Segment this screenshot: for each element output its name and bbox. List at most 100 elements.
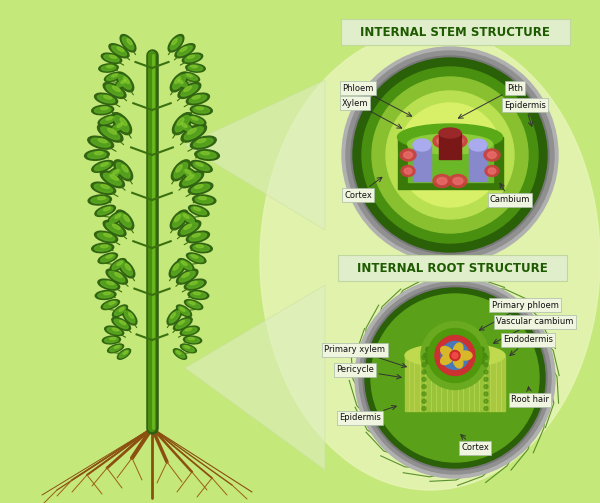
- Circle shape: [442, 367, 446, 372]
- Ellipse shape: [110, 259, 126, 272]
- Polygon shape: [185, 80, 325, 230]
- Ellipse shape: [193, 107, 209, 113]
- Ellipse shape: [488, 152, 496, 158]
- Ellipse shape: [187, 115, 206, 126]
- Ellipse shape: [187, 74, 193, 77]
- Ellipse shape: [187, 253, 206, 264]
- Ellipse shape: [97, 233, 115, 241]
- Ellipse shape: [113, 170, 119, 175]
- Ellipse shape: [175, 350, 185, 358]
- Ellipse shape: [110, 175, 118, 180]
- Ellipse shape: [101, 255, 115, 262]
- Ellipse shape: [103, 82, 126, 99]
- Ellipse shape: [118, 74, 131, 89]
- Ellipse shape: [176, 305, 191, 317]
- Ellipse shape: [104, 301, 117, 308]
- Circle shape: [422, 392, 426, 396]
- Ellipse shape: [107, 211, 125, 225]
- Ellipse shape: [196, 197, 213, 203]
- Circle shape: [346, 51, 554, 259]
- Ellipse shape: [167, 309, 182, 325]
- Ellipse shape: [92, 160, 113, 173]
- Ellipse shape: [109, 44, 129, 58]
- Ellipse shape: [105, 167, 123, 181]
- Ellipse shape: [180, 261, 192, 270]
- Ellipse shape: [92, 105, 114, 115]
- Ellipse shape: [117, 79, 127, 87]
- Ellipse shape: [181, 223, 198, 234]
- Ellipse shape: [193, 162, 209, 171]
- Ellipse shape: [181, 124, 206, 142]
- Ellipse shape: [189, 255, 203, 262]
- Ellipse shape: [401, 165, 415, 177]
- Circle shape: [484, 363, 488, 367]
- Ellipse shape: [101, 162, 108, 166]
- Ellipse shape: [122, 309, 137, 325]
- Circle shape: [484, 399, 488, 403]
- Ellipse shape: [94, 184, 113, 193]
- Ellipse shape: [188, 205, 209, 216]
- Ellipse shape: [182, 53, 203, 63]
- Circle shape: [342, 47, 558, 263]
- Ellipse shape: [193, 292, 200, 295]
- Ellipse shape: [179, 211, 197, 225]
- Ellipse shape: [404, 152, 412, 158]
- Ellipse shape: [173, 213, 185, 227]
- Ellipse shape: [188, 182, 213, 195]
- Ellipse shape: [101, 185, 109, 189]
- Ellipse shape: [182, 72, 200, 81]
- Ellipse shape: [177, 118, 184, 126]
- Circle shape: [479, 359, 484, 364]
- Ellipse shape: [104, 338, 118, 343]
- Ellipse shape: [187, 281, 203, 288]
- Ellipse shape: [169, 259, 186, 278]
- Ellipse shape: [184, 86, 191, 92]
- Ellipse shape: [122, 37, 134, 50]
- Ellipse shape: [115, 116, 129, 132]
- Ellipse shape: [183, 214, 189, 218]
- Circle shape: [484, 377, 488, 381]
- Circle shape: [432, 342, 437, 347]
- Ellipse shape: [174, 162, 188, 178]
- Ellipse shape: [112, 86, 120, 92]
- Ellipse shape: [485, 165, 499, 177]
- Polygon shape: [405, 356, 505, 410]
- Circle shape: [422, 356, 426, 360]
- Ellipse shape: [107, 281, 114, 285]
- Circle shape: [426, 359, 431, 364]
- Ellipse shape: [173, 264, 179, 270]
- Ellipse shape: [172, 113, 193, 135]
- Ellipse shape: [398, 124, 503, 150]
- Ellipse shape: [110, 338, 116, 340]
- Ellipse shape: [181, 85, 198, 96]
- Ellipse shape: [182, 273, 190, 278]
- Ellipse shape: [184, 224, 191, 229]
- Ellipse shape: [103, 336, 121, 344]
- Ellipse shape: [119, 320, 126, 324]
- Text: Cambium: Cambium: [490, 183, 530, 205]
- Circle shape: [452, 338, 458, 343]
- Ellipse shape: [94, 107, 111, 113]
- Circle shape: [484, 406, 488, 410]
- Ellipse shape: [124, 77, 130, 83]
- Ellipse shape: [439, 128, 461, 138]
- Ellipse shape: [112, 317, 131, 330]
- Ellipse shape: [109, 271, 125, 282]
- Ellipse shape: [170, 72, 188, 92]
- Ellipse shape: [177, 79, 187, 87]
- Circle shape: [432, 364, 437, 369]
- Ellipse shape: [116, 72, 134, 92]
- Ellipse shape: [88, 195, 112, 205]
- Ellipse shape: [189, 233, 206, 241]
- Ellipse shape: [97, 124, 123, 142]
- Circle shape: [422, 370, 426, 374]
- Circle shape: [464, 367, 469, 372]
- Ellipse shape: [101, 65, 116, 71]
- Ellipse shape: [100, 171, 124, 188]
- Ellipse shape: [180, 122, 192, 132]
- Ellipse shape: [172, 262, 184, 276]
- Text: Cortex: Cortex: [344, 177, 382, 200]
- Ellipse shape: [187, 93, 209, 105]
- Circle shape: [484, 392, 488, 396]
- Ellipse shape: [182, 213, 194, 223]
